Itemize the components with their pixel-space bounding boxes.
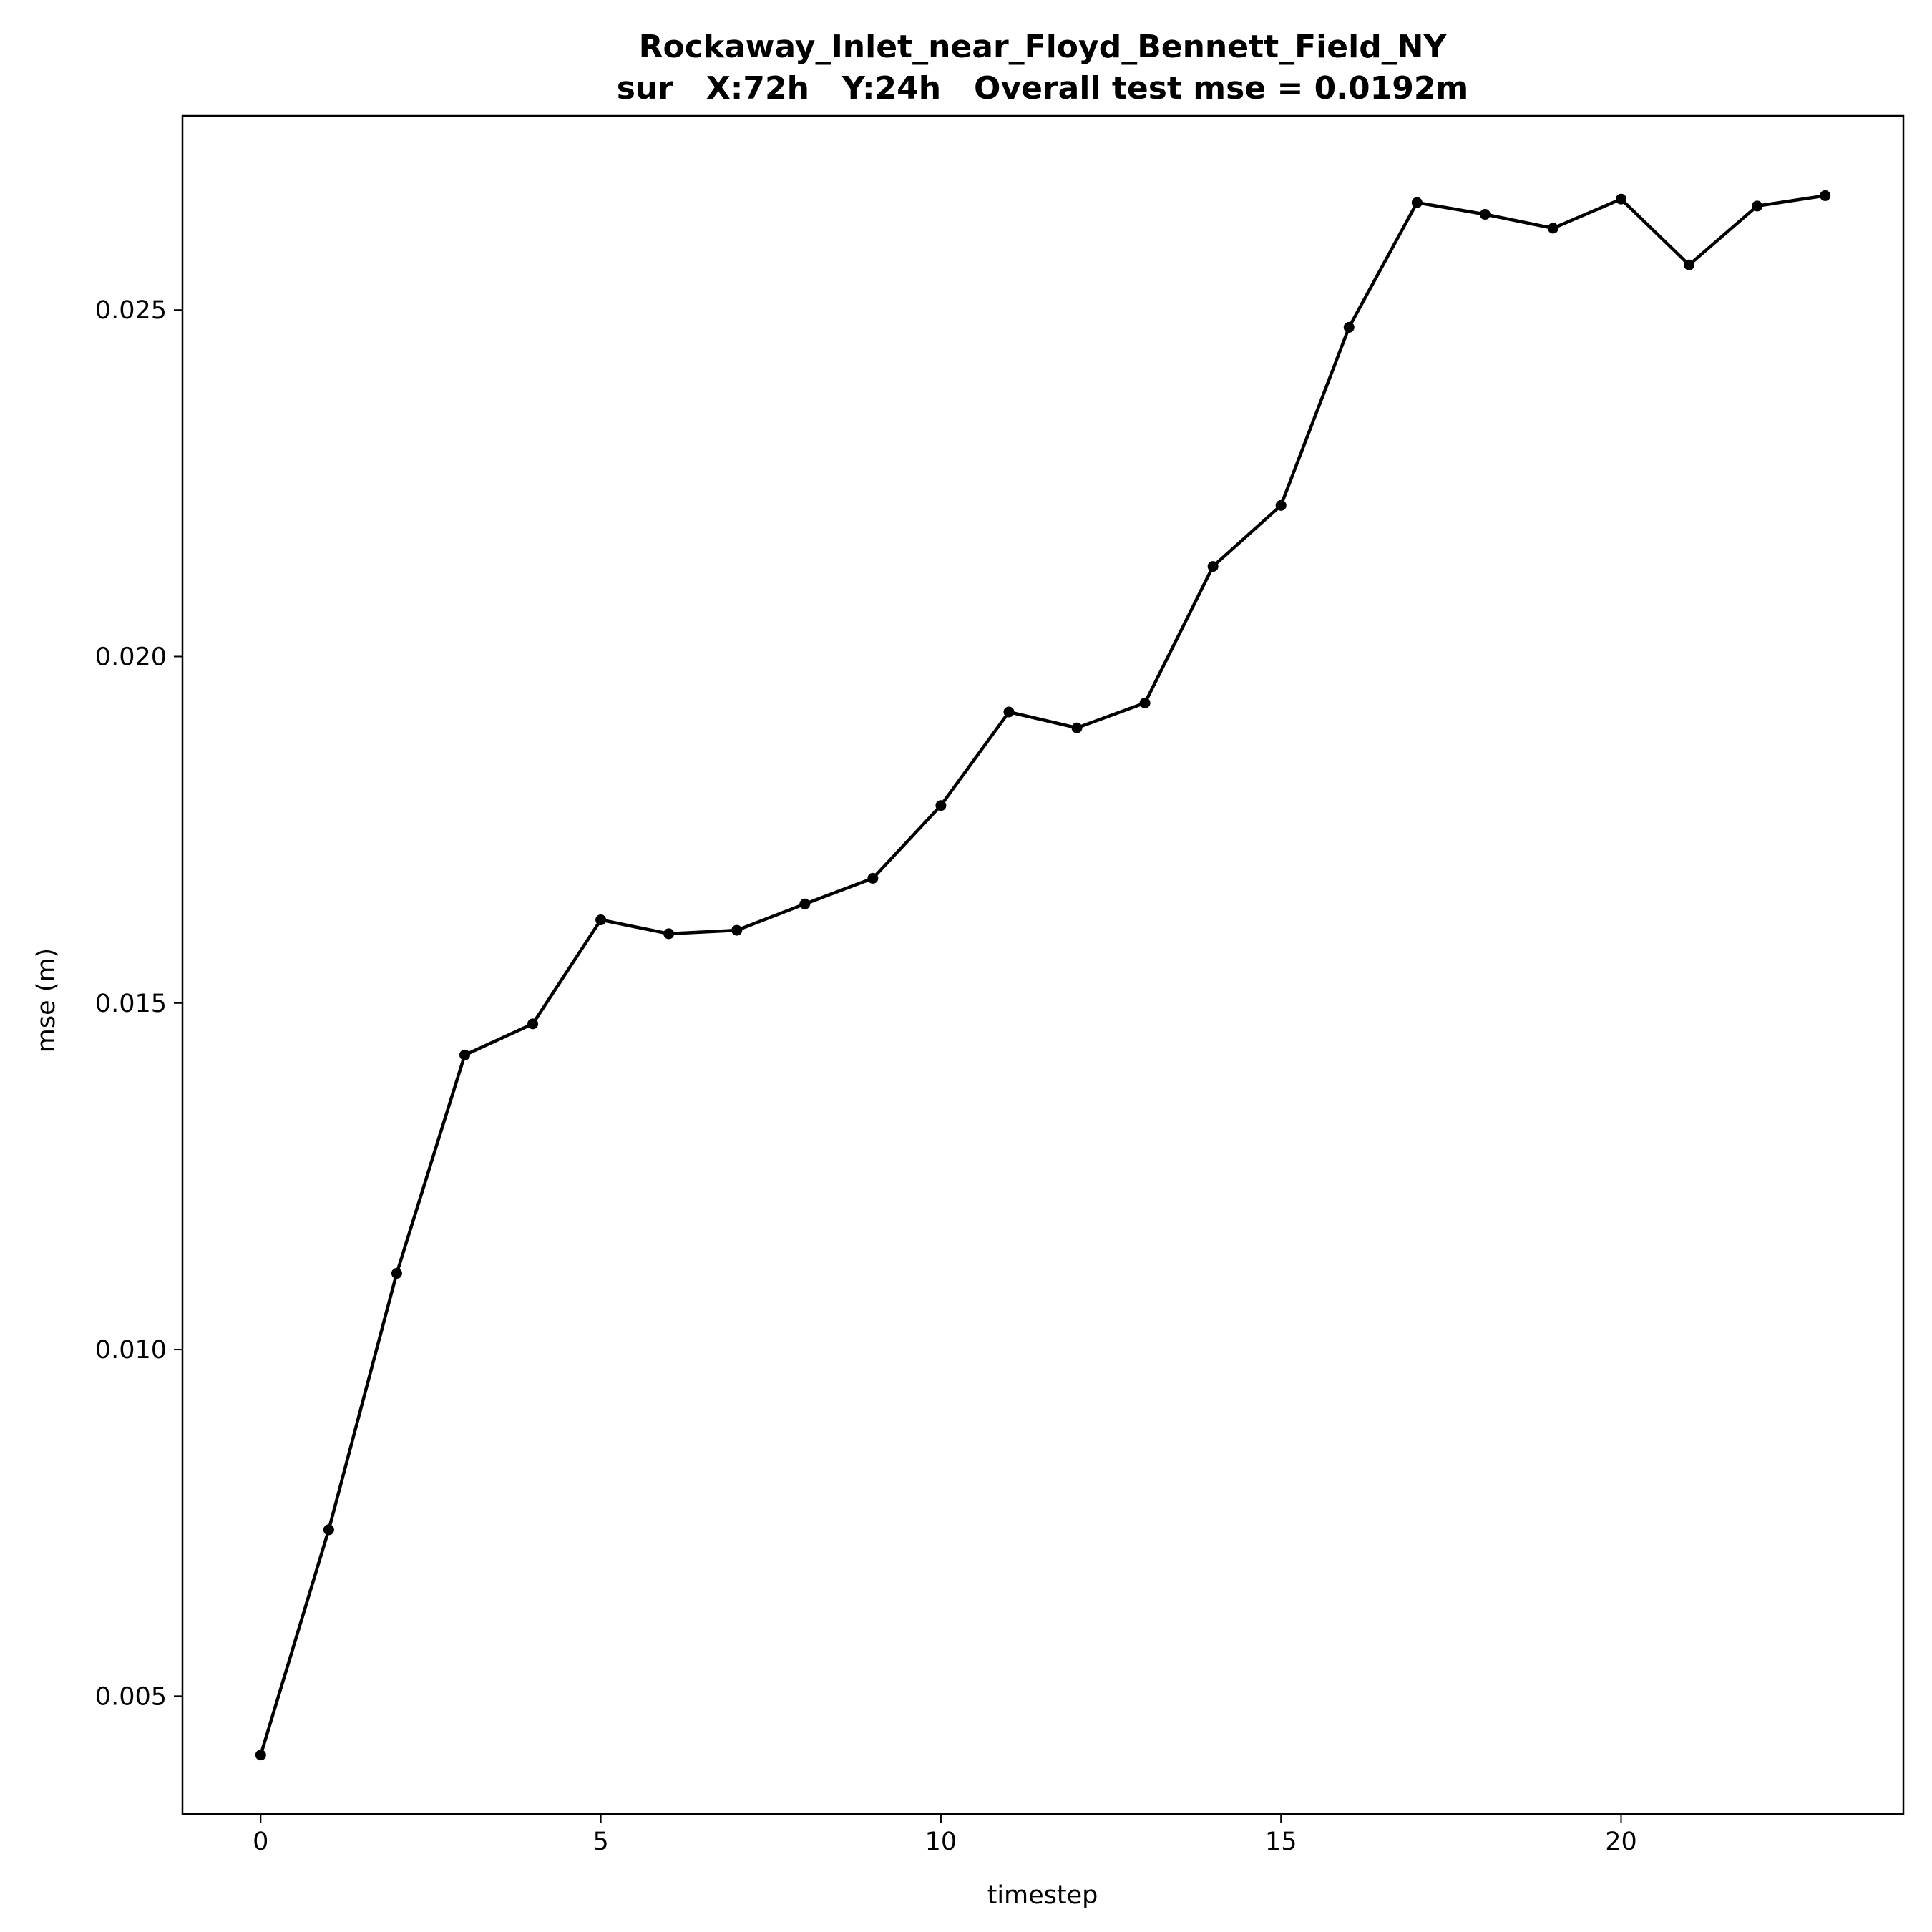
x-tick-label: 10	[925, 1828, 957, 1856]
data-point	[1275, 499, 1287, 511]
data-point	[1479, 209, 1491, 220]
data-point	[731, 924, 743, 936]
y-tick-label: 0.025	[95, 296, 167, 325]
data-point	[1684, 259, 1695, 270]
data-point	[1820, 190, 1831, 201]
y-tick-label: 0.020	[95, 643, 167, 671]
plot-frame	[181, 114, 1905, 1815]
data-point	[595, 914, 607, 926]
data-point	[1547, 223, 1558, 234]
data-point	[527, 1018, 539, 1030]
x-tick-label: 20	[1605, 1828, 1637, 1856]
data-point	[1616, 193, 1627, 205]
data-point	[459, 1049, 470, 1060]
data-point	[255, 1750, 266, 1761]
plot-area	[181, 114, 1905, 1815]
y-axis-label: mse (m)	[32, 948, 61, 1053]
data-point	[1343, 321, 1355, 333]
x-tick-label: 0	[253, 1828, 268, 1856]
y-tick-label: 0.015	[95, 990, 167, 1018]
x-axis-label: timestep	[987, 1881, 1098, 1910]
x-axis: 0 5 10 15 20	[253, 1814, 1637, 1856]
data-point	[799, 898, 811, 909]
x-tick-label: 5	[592, 1828, 608, 1856]
data-point	[1139, 697, 1151, 708]
series-path	[259, 194, 1826, 1756]
data-point	[663, 928, 675, 940]
data-point	[323, 1524, 334, 1536]
chart-title: Rockaway_Inlet_near_Floyd_Bennett_Field_…	[639, 29, 1448, 65]
data-point	[935, 800, 947, 811]
chart-subtitle: sur X:72h Y:24h Overall test mse = 0.019…	[617, 70, 1469, 107]
data-point	[391, 1268, 402, 1279]
y-axis: 0.005 0.010 0.015 0.020 0.025	[95, 296, 182, 1711]
data-point	[1071, 722, 1083, 733]
data-point	[1411, 197, 1423, 208]
x-tick-label: 15	[1265, 1828, 1297, 1856]
data-point	[1207, 561, 1219, 572]
y-tick-label: 0.005	[95, 1682, 167, 1711]
data-point	[1003, 706, 1015, 718]
data-point	[867, 872, 879, 884]
y-tick-label: 0.010	[95, 1336, 167, 1365]
data-point	[1752, 200, 1763, 212]
series-line	[255, 190, 1831, 1761]
